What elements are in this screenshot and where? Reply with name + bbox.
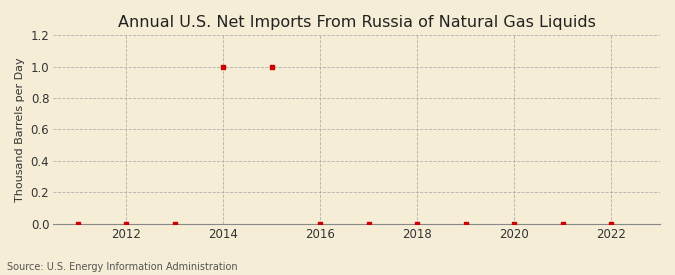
Point bbox=[558, 221, 568, 226]
Point bbox=[218, 65, 229, 69]
Point bbox=[606, 221, 617, 226]
Point bbox=[121, 221, 132, 226]
Point bbox=[315, 221, 326, 226]
Point bbox=[72, 221, 83, 226]
Point bbox=[24, 221, 34, 226]
Point bbox=[169, 221, 180, 226]
Y-axis label: Thousand Barrels per Day: Thousand Barrels per Day bbox=[15, 57, 25, 202]
Point bbox=[412, 221, 423, 226]
Point bbox=[267, 65, 277, 69]
Text: Source: U.S. Energy Information Administration: Source: U.S. Energy Information Administ… bbox=[7, 262, 238, 272]
Point bbox=[509, 221, 520, 226]
Point bbox=[363, 221, 374, 226]
Point bbox=[460, 221, 471, 226]
Title: Annual U.S. Net Imports From Russia of Natural Gas Liquids: Annual U.S. Net Imports From Russia of N… bbox=[118, 15, 595, 30]
